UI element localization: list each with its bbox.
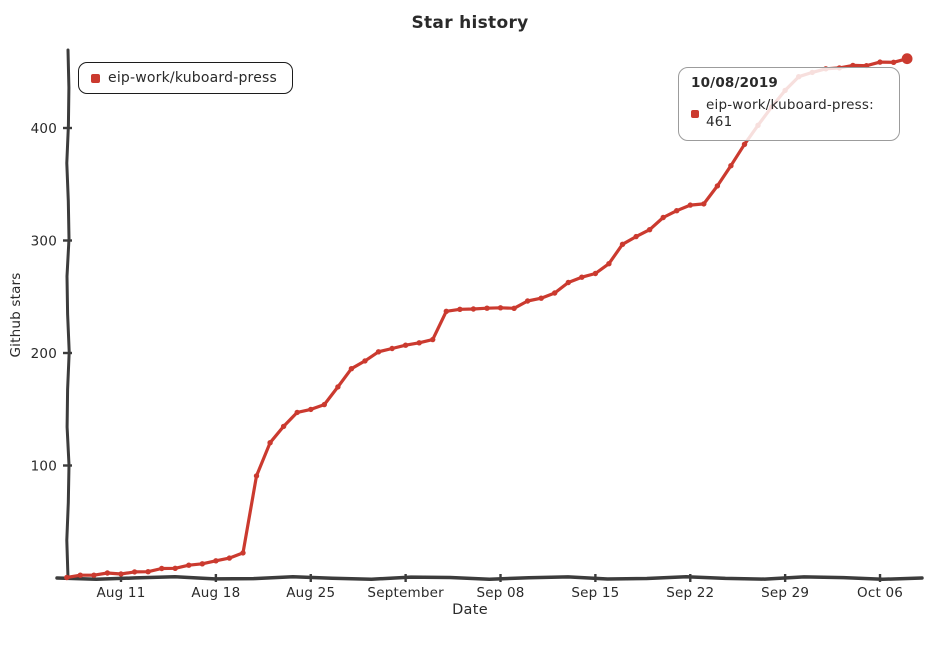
tooltip-date: 10/08/2019: [691, 75, 779, 91]
data-point[interactable]: [660, 214, 666, 221]
data-point[interactable]: [633, 233, 639, 240]
data-point[interactable]: [348, 366, 355, 372]
y-tick-label: 200: [31, 346, 57, 362]
y-tick-label: 400: [31, 121, 57, 137]
tick-labels: Aug 11 Aug 18 Aug 25 September Sep 08 Sep 15 S…: [31, 121, 903, 601]
data-point[interactable]: [850, 62, 856, 69]
data-point[interactable]: [497, 305, 504, 311]
legend-item[interactable]: eip-work/kuboard-press: [78, 62, 294, 94]
x-tick-label: Aug 25: [286, 585, 335, 601]
x-tick-label: Sep 15: [571, 585, 619, 601]
data-point[interactable]: [538, 295, 544, 301]
data-point[interactable]: [308, 406, 314, 413]
data-point[interactable]: [104, 570, 111, 576]
x-tick-label: Sep 29: [761, 585, 809, 601]
data-point[interactable]: [362, 358, 368, 364]
data-point[interactable]: [389, 345, 395, 352]
data-point[interactable]: [159, 565, 165, 572]
x-tick-label: Sep 22: [666, 585, 714, 601]
x-tick-label: Aug 11: [96, 585, 145, 601]
x-tick-label: September: [367, 585, 444, 601]
tooltip: 10/08/2019 eip-work/kuboard-press: 461: [678, 67, 900, 141]
data-point[interactable]: [646, 227, 653, 233]
data-point[interactable]: [199, 561, 205, 567]
data-point[interactable]: [267, 440, 273, 446]
data-point[interactable]: [64, 574, 70, 581]
data-point[interactable]: [877, 59, 883, 65]
data-point[interactable]: [118, 571, 124, 577]
data-point[interactable]: [674, 208, 680, 214]
data-point[interactable]: [443, 308, 449, 314]
y-tick-label: 100: [31, 458, 57, 474]
legend-label: eip-work/kuboard-press: [108, 70, 278, 86]
data-point[interactable]: [592, 270, 599, 277]
data-point[interactable]: [714, 183, 721, 189]
data-point[interactable]: [416, 340, 422, 346]
x-tick-label: Sep 08: [476, 585, 524, 601]
data-point[interactable]: [687, 202, 693, 208]
data-point[interactable]: [131, 569, 138, 575]
y-axis-line: [65, 48, 71, 580]
data-point[interactable]: [77, 572, 84, 578]
data-point[interactable]: [240, 550, 246, 556]
x-axis-label: Date: [452, 602, 488, 618]
x-tick-label: Aug 18: [191, 585, 240, 601]
data-point[interactable]: [186, 562, 192, 568]
tooltip-marker-icon: [691, 110, 699, 119]
data-point[interactable]: [321, 401, 327, 408]
data-point[interactable]: [213, 558, 219, 564]
data-point[interactable]: [294, 409, 300, 416]
data-point[interactable]: [524, 298, 531, 304]
data-point[interactable]: [741, 141, 748, 147]
data-point[interactable]: [511, 305, 517, 311]
data-point[interactable]: [728, 163, 734, 169]
legend-marker-icon: [91, 73, 100, 83]
data-point[interactable]: [430, 336, 436, 343]
data-point[interactable]: [91, 572, 97, 578]
x-tick-label: Oct 06: [857, 585, 903, 601]
data-point[interactable]: [402, 342, 409, 348]
data-point[interactable]: [375, 349, 382, 355]
axes: [55, 48, 924, 582]
data-point[interactable]: [280, 423, 287, 430]
y-axis-label: Github stars: [8, 272, 24, 357]
highlighted-data-point[interactable]: [901, 53, 913, 65]
data-point[interactable]: [470, 306, 477, 312]
data-point[interactable]: [484, 305, 490, 311]
data-point[interactable]: [335, 384, 341, 390]
data-point[interactable]: [579, 274, 585, 280]
data-point[interactable]: [172, 565, 178, 571]
tooltip-series-value: eip-work/kuboard-press: 461: [706, 96, 874, 131]
data-point[interactable]: [619, 241, 626, 247]
data-point[interactable]: [890, 59, 897, 65]
data-point[interactable]: [457, 306, 463, 312]
data-point[interactable]: [552, 290, 558, 296]
data-point[interactable]: [701, 201, 707, 207]
chart-title: Star history: [411, 13, 528, 33]
data-point[interactable]: [226, 555, 233, 561]
data-point[interactable]: [565, 279, 571, 286]
data-point[interactable]: [253, 473, 260, 479]
x-axis-line: [55, 574, 924, 582]
y-tick-label: 300: [31, 233, 57, 249]
data-point[interactable]: [606, 261, 612, 267]
data-point[interactable]: [145, 569, 151, 575]
